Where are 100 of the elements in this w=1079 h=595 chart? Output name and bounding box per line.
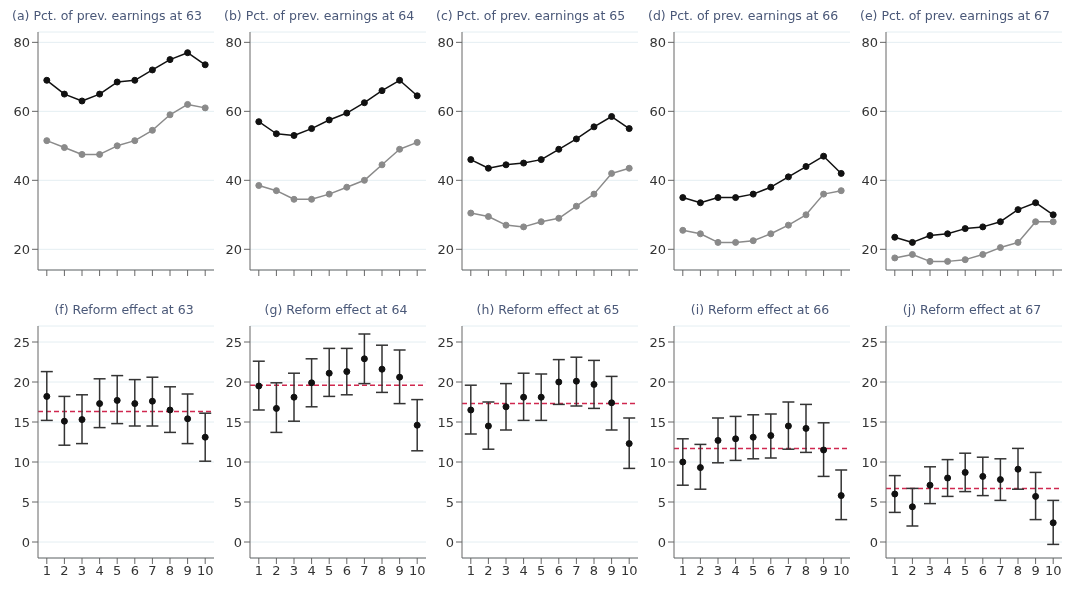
x-tick-label: 5: [749, 563, 758, 579]
point: [802, 211, 810, 219]
y-tick-label: 80: [649, 34, 666, 50]
x-tick-label: 4: [943, 563, 952, 579]
point: [148, 397, 156, 405]
y-tick-label: 5: [445, 494, 454, 510]
point: [360, 355, 368, 363]
point: [784, 173, 792, 181]
point: [696, 464, 704, 472]
point: [96, 150, 104, 158]
point: [502, 161, 510, 169]
x-tick-label: 5: [113, 563, 122, 579]
point: [343, 368, 351, 376]
y-tick-label: 15: [649, 414, 666, 430]
point: [590, 380, 598, 388]
point: [1032, 492, 1040, 500]
point: [43, 392, 51, 400]
x-tick-label: 6: [978, 563, 987, 579]
x-tick-label: 1: [42, 563, 51, 579]
x-tick-label: 8: [1013, 563, 1023, 579]
point: [502, 221, 510, 229]
x-tick-label: 7: [148, 563, 157, 579]
point: [1014, 465, 1022, 473]
point: [78, 150, 86, 158]
point: [537, 218, 545, 226]
point: [113, 396, 121, 404]
y-tick-label: 60: [13, 103, 30, 119]
point: [290, 393, 298, 401]
x-tick-label: 2: [484, 563, 493, 579]
point: [148, 66, 156, 74]
point: [484, 164, 492, 172]
point: [749, 237, 757, 245]
point: [184, 415, 192, 423]
y-tick-label: 5: [233, 494, 242, 510]
point: [837, 169, 845, 177]
point: [908, 238, 916, 246]
x-tick-label: 6: [130, 563, 139, 579]
point: [944, 230, 952, 238]
point: [961, 256, 969, 264]
x-tick-label: 1: [466, 563, 475, 579]
y-tick-label: 5: [21, 494, 30, 510]
x-tick-label: 10: [408, 563, 426, 579]
y-tick-label: 0: [445, 534, 454, 550]
y-tick-label: 0: [233, 534, 242, 550]
y-tick-label: 40: [13, 172, 30, 188]
point: [272, 130, 280, 138]
point: [996, 218, 1004, 226]
point: [944, 474, 952, 482]
point: [166, 406, 174, 414]
x-tick-label: 9: [819, 563, 828, 579]
point: [201, 104, 209, 112]
point: [60, 417, 68, 425]
point: [467, 209, 475, 217]
point: [484, 422, 492, 430]
point: [926, 481, 934, 489]
point: [520, 223, 528, 231]
y-tick-label: 0: [21, 534, 30, 550]
point: [837, 187, 845, 195]
point: [60, 90, 68, 98]
y-tick-label: 20: [225, 241, 242, 257]
point: [537, 393, 545, 401]
point: [537, 156, 545, 164]
point: [1049, 211, 1057, 219]
point: [944, 257, 952, 265]
point: [1049, 519, 1057, 527]
point: [184, 100, 192, 108]
y-tick-label: 40: [437, 172, 454, 188]
point: [608, 169, 616, 177]
point: [343, 109, 351, 117]
point: [166, 111, 174, 119]
point: [360, 176, 368, 184]
point: [113, 78, 121, 86]
point: [360, 99, 368, 107]
point: [201, 61, 209, 69]
point: [749, 190, 757, 198]
point: [996, 476, 1004, 484]
point: [590, 190, 598, 198]
point: [520, 159, 528, 167]
y-tick-label: 10: [649, 454, 666, 470]
y-tick-label: 20: [225, 374, 242, 390]
chart-title: (a) Pct. of prev. earnings at 63: [11, 8, 203, 25]
point: [413, 138, 421, 146]
point: [1032, 199, 1040, 207]
point: [413, 92, 421, 100]
point: [502, 403, 510, 411]
chart-title: (b) Pct. of prev. earnings at 64: [223, 8, 416, 25]
y-tick-label: 25: [225, 334, 242, 350]
point: [396, 145, 404, 153]
point: [255, 181, 263, 189]
x-tick-label: 2: [60, 563, 69, 579]
x-tick-label: 1: [254, 563, 263, 579]
y-tick-label: 5: [869, 494, 878, 510]
x-tick-label: 6: [554, 563, 563, 579]
point: [714, 238, 722, 246]
point: [131, 137, 139, 145]
point: [378, 161, 386, 169]
x-tick-label: 3: [289, 563, 299, 579]
x-tick-label: 10: [620, 563, 638, 579]
point: [732, 238, 740, 246]
x-tick-label: 8: [377, 563, 387, 579]
